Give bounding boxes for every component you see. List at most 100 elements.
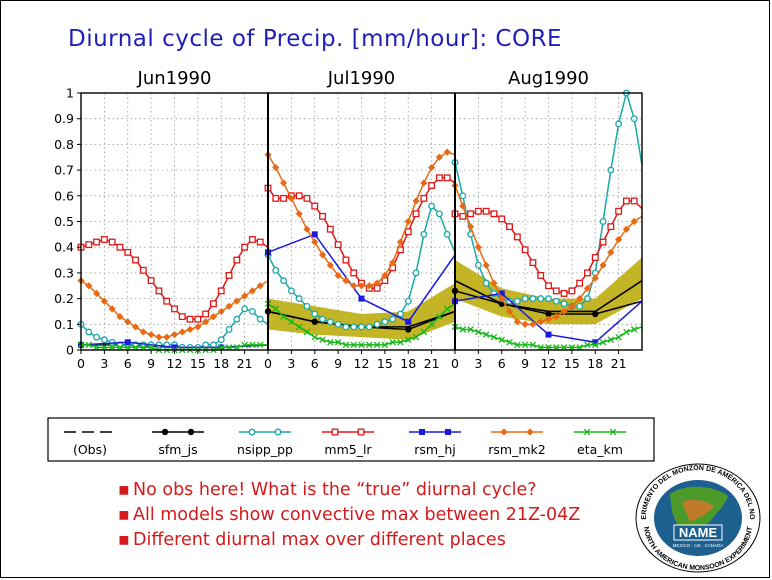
y-tick-label: 1 [66, 86, 74, 101]
data-point-mm5-lr [256, 238, 264, 246]
data-point-eta-km [630, 326, 638, 333]
data-point-eta-km [256, 341, 264, 349]
data-point-mm5-lr [295, 192, 303, 200]
data-point-rsm-hj [545, 331, 552, 338]
data-point-eta-km [140, 344, 147, 351]
data-point-mm5-lr [303, 194, 311, 202]
data-point-rsm-mk2 [622, 225, 631, 233]
data-point-rsm-mk2 [357, 282, 366, 290]
data-point-nsipp-pp [389, 315, 397, 323]
data-point-mm5-lr [552, 287, 560, 295]
data-point-rsm-mk2 [147, 330, 155, 339]
data-point-rsm-mk2 [521, 320, 529, 328]
legend-marker-mm5-lr [357, 428, 365, 436]
data-point-eta-km [101, 344, 108, 351]
x-tick-label: 3 [474, 356, 482, 371]
x-tick-label: 21 [424, 356, 440, 371]
data-point-rsm-mk2 [116, 312, 124, 321]
data-point-rsm-mk2 [529, 320, 537, 328]
data-point-nsipp-pp [443, 230, 451, 238]
data-point-eta-km [295, 323, 303, 331]
y-tick-label: 0.5 [54, 214, 74, 229]
x-tick-label: 3 [100, 356, 108, 371]
data-point-eta-km [467, 326, 474, 333]
data-point-rsm-hj [311, 231, 318, 238]
data-point-eta-km [233, 344, 241, 351]
data-point-mm5-lr [622, 197, 630, 205]
data-point-nsipp-pp [537, 295, 545, 303]
data-point-eta-km [553, 344, 560, 351]
data-point-eta-km [537, 344, 544, 351]
data-point-mm5-lr [178, 313, 186, 321]
bullet-item: ▪ All models show convective max between … [118, 503, 580, 528]
legend-marker-eta-km [583, 428, 591, 436]
data-point-eta-km [404, 336, 412, 343]
data-point-mm5-lr [529, 259, 537, 267]
data-point-nsipp-pp [358, 323, 365, 331]
data-point-rsm-mk2 [583, 284, 592, 292]
data-point-eta-km [490, 333, 498, 341]
data-point-eta-km [584, 341, 591, 349]
data-point-mm5-lr [163, 297, 171, 305]
data-point-mm5-lr [607, 223, 615, 231]
data-point-nsipp-pp [482, 279, 490, 287]
data-point-mm5-lr [225, 272, 233, 279]
x-tick-label: 18 [400, 356, 416, 371]
data-point-eta-km [217, 344, 225, 351]
y-tick-label: 0 [66, 343, 74, 358]
data-point-nsipp-pp [272, 266, 280, 274]
data-point-mm5-lr [139, 266, 147, 274]
data-point-eta-km [576, 344, 583, 351]
data-point-mm5-lr [428, 182, 436, 189]
data-point-mm5-lr [155, 287, 163, 295]
bullet-item: ▪ No obs here! What is the “true” diurnal… [118, 478, 580, 503]
data-point-rsm-mk2 [186, 325, 194, 334]
data-point-nsipp-pp [630, 115, 638, 123]
data-point-nsipp-pp [93, 333, 101, 341]
data-point-rsm-mk2 [505, 307, 514, 316]
data-point-rsm-mk2 [287, 194, 295, 202]
data-point-mm5-lr [342, 256, 350, 264]
data-point-rsm-mk2 [194, 323, 202, 331]
legend-label-mm5-lr: mm5_lr [324, 442, 372, 457]
data-point-rsm-mk2 [599, 261, 607, 269]
data-point-rsm-mk2 [615, 235, 623, 244]
legend-marker-sfm-js [187, 428, 195, 436]
data-point-nsipp-pp [303, 302, 311, 310]
data-point-eta-km [443, 305, 451, 313]
data-point-rsm-mk2 [272, 163, 280, 172]
data-point-nsipp-pp [412, 269, 420, 277]
data-point-nsipp-pp [521, 295, 529, 303]
data-point-nsipp-pp [342, 323, 350, 331]
x-tick-label: 6 [124, 356, 132, 371]
data-point-eta-km [280, 313, 287, 320]
data-point-rsm-mk2 [225, 302, 233, 310]
legend-marker-rsm-mk2 [500, 428, 508, 436]
logo-sub-text: MEXICO · US · CANADA [673, 543, 724, 548]
data-point-mm5-lr [459, 212, 467, 220]
bullet-marker: ▪ [118, 480, 130, 500]
x-tick-label: 0 [264, 356, 272, 371]
legend-label-sfm-js: sfm_js [158, 442, 197, 457]
data-point-rsm-mk2 [131, 323, 140, 331]
data-point-eta-km [311, 333, 319, 341]
data-point-mm5-lr [100, 236, 108, 243]
data-point-mm5-lr [147, 277, 155, 285]
data-point-rsm-mk2 [124, 318, 132, 326]
data-point-mm5-lr [599, 238, 607, 246]
legend-marker-eta-km [609, 428, 617, 436]
data-point-mm5-lr [474, 207, 482, 215]
data-point-rsm-mk2 [537, 318, 545, 326]
x-tick-label: 9 [334, 356, 342, 371]
data-point-eta-km [358, 341, 365, 349]
data-point-nsipp-pp [225, 325, 233, 333]
data-point-eta-km [225, 344, 233, 351]
y-tick-label: 0.6 [54, 188, 74, 203]
data-point-rsm-mk2 [544, 315, 553, 323]
data-point-nsipp-pp [459, 192, 467, 200]
legend-label-nsipp-pp: nsipp_pp [237, 442, 293, 457]
logo-name-text: NAME [679, 525, 718, 540]
data-point-nsipp-pp [373, 320, 381, 328]
